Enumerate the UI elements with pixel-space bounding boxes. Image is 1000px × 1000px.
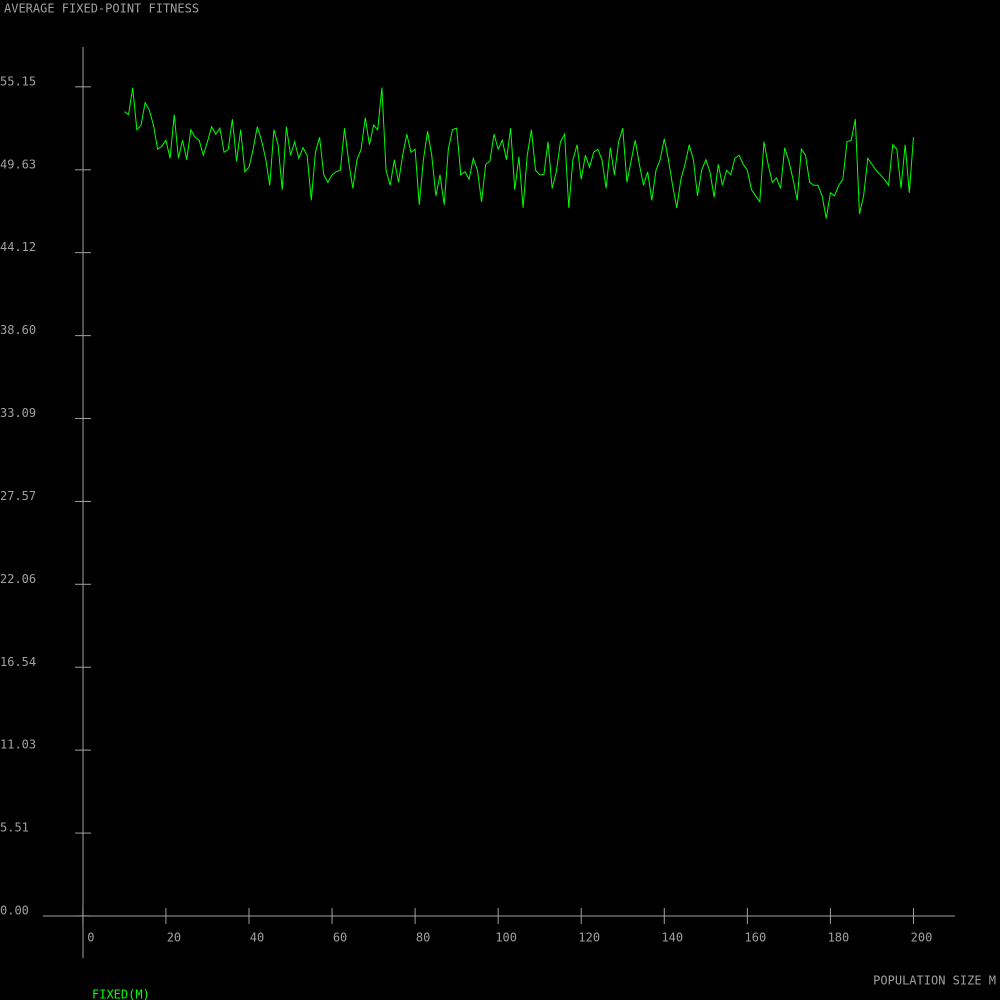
x-tick-label: 180: [828, 931, 850, 945]
x-tick-label: 100: [495, 931, 517, 945]
y-tick-label: 22.06: [0, 572, 36, 586]
x-tick-label: 0: [87, 931, 94, 945]
x-tick-label: 40: [250, 931, 264, 945]
x-tick-label: 200: [911, 931, 933, 945]
y-tick-label: 27.57: [0, 489, 36, 503]
x-axis-label: POPULATION SIZE M: [873, 974, 996, 988]
x-tick-label: 120: [578, 931, 600, 945]
y-tick-label: 5.51: [0, 821, 29, 835]
y-tick-label: 38.60: [0, 323, 36, 337]
x-tick-label: 20: [167, 931, 181, 945]
y-tick-label: 55.15: [0, 74, 36, 88]
y-tick-label: 33.09: [0, 406, 36, 420]
y-tick-label: 49.63: [0, 157, 36, 171]
legend-entry: FIXED(M): [92, 988, 150, 1000]
x-tick-label: 160: [745, 931, 767, 945]
line: [124, 87, 914, 219]
y-tick-label: 11.03: [0, 738, 36, 752]
x-tick-label: 60: [333, 931, 347, 945]
y-tick-label: 44.12: [0, 240, 36, 254]
y-tick-label: 0.00: [0, 903, 29, 917]
x-tick-label: 140: [661, 931, 683, 945]
x-tick-label: 80: [416, 931, 430, 945]
chart-title: AVERAGE FIXED-POINT FITNESS: [4, 2, 199, 16]
y-tick-label: 16.54: [0, 655, 36, 669]
